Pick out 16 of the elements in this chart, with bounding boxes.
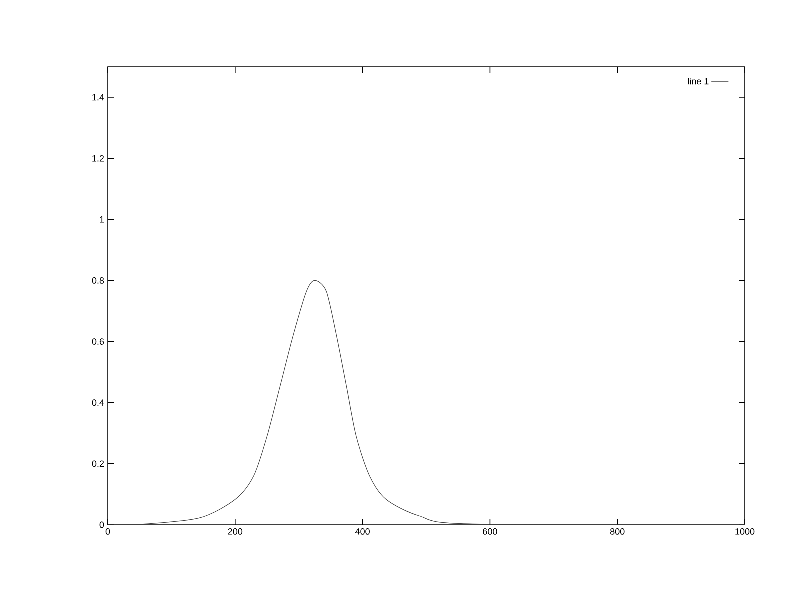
y-tick-label: 0.4 [92,400,104,406]
y-tick-label: 0.6 [92,338,104,345]
x-tick-label: 1000 [736,528,755,535]
x-tick-label: 0 [106,528,110,535]
y-tick-label: 1.2 [92,155,104,162]
x-tick-label: 800 [610,528,625,535]
x-tick-label: 200 [228,528,243,535]
y-tick-label: 0.2 [92,460,104,468]
y-tick-label: 1.4 [92,94,104,101]
line-series [108,280,746,525]
x-tick-label: 400 [356,528,370,535]
y-tick-label: 0 [100,522,104,528]
x-tick-label: 600 [483,528,498,535]
legend-label: line 1 [688,78,709,85]
y-tick-label: 1 [100,216,104,223]
y-tick-label: 0.8 [92,278,104,284]
